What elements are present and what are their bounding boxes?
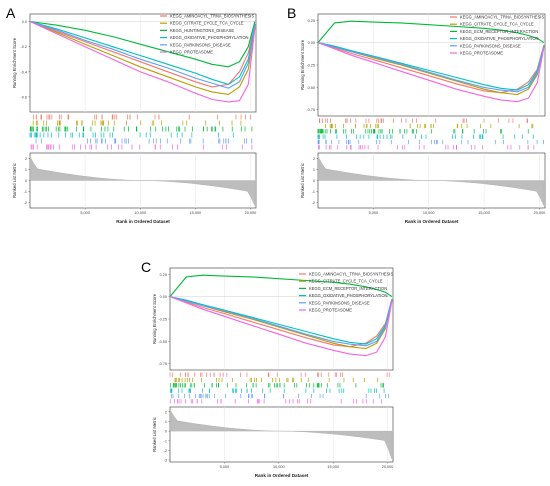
es-curve-1 [29, 20, 256, 88]
es-ylabel: Running Enrichment Score [12, 37, 17, 88]
es-curve-1 [169, 296, 393, 348]
es-ytick-label: 0.00 [160, 295, 167, 299]
panel-letter: A [6, 5, 16, 21]
xlabel: Rank in Ordered Dataset [405, 219, 459, 224]
es-curve-6 [29, 20, 256, 103]
xtick-label: 10,000 [273, 465, 285, 469]
es-ytick-label: -0.75 [158, 362, 167, 366]
metric-ytick-label: -3 [164, 459, 167, 463]
metric-ylabel: Ranked List Metric [12, 163, 17, 198]
metric-plot-frame [169, 406, 394, 463]
legend-entry: KEGG_PROTEASOME [460, 51, 503, 56]
metric-ytick-label: 1 [165, 420, 167, 424]
es-curve-3 [169, 274, 393, 298]
ranked-metric-area [29, 156, 256, 206]
es-ytick-label: 0.25 [308, 19, 315, 23]
metric-ytick-label: 0 [313, 179, 315, 183]
metric-ylabel: Ranked List Metric [300, 163, 305, 198]
panel-letter: B [287, 5, 296, 21]
es-ytick-label: 0.00 [308, 41, 315, 45]
metric-ytick-label: 0 [25, 179, 27, 183]
legend-entry: KEGG_PARKINSONS_DISEASE [309, 300, 370, 305]
es-ytick-label: -0.75 [306, 108, 315, 112]
metric-ytick-label: -2 [312, 201, 315, 205]
xtick-label: 10,000 [423, 211, 435, 215]
metric-ytick-label: 1 [25, 168, 27, 172]
metric-ytick-label: -2 [164, 449, 167, 453]
es-ylabel: Running Enrichment Score [152, 293, 157, 344]
xtick-label: 20,000 [245, 211, 257, 215]
panel-letter: C [141, 259, 151, 275]
metric-ytick-label: -2 [24, 201, 27, 205]
es-curve-4 [169, 296, 393, 345]
xlabel: Rank in Ordered Dataset [255, 473, 309, 478]
es-curve-3 [317, 20, 545, 44]
xtick-label: 5,000 [80, 211, 90, 215]
legend-entry: KEGG_AMINOACYL_TRNA_BIOSYNTHESIS [170, 14, 254, 19]
metric-ytick-label: 2 [165, 410, 167, 414]
es-ylabel: Running Enrichment Score [300, 39, 305, 90]
xtick-label: 20,000 [382, 465, 394, 469]
es-curve-6 [317, 42, 545, 103]
xlabel: Rank in Ordered Dataset [116, 219, 170, 224]
es-ytick-label: -0.2 [20, 45, 27, 49]
es-ytick-label: -0.25 [306, 64, 315, 68]
panel-c: C 0.25 0.00 -0.25 -0.50 -0.75 Running Enrichme… [141, 259, 393, 478]
xtick-label: 20,000 [534, 211, 546, 215]
ranked-metric-area [317, 156, 545, 206]
legend-entry: KEGG_CITRATE_CYCLE_TCA_CYCLE [309, 279, 383, 284]
es-plot-frame [29, 13, 257, 113]
ranked-metric-area [169, 409, 393, 460]
legend-entry: KEGG_PARKINSONS_DISEASE [460, 43, 521, 48]
legend-entry: KEGG_ECM_RECEPTOR_INTERACTION [309, 286, 387, 291]
legend-entry: KEGG_PROTEASOME [170, 50, 213, 55]
xtick-label: 15,000 [478, 211, 490, 215]
es-curve-5 [317, 42, 545, 93]
xtick-label: 5,000 [369, 211, 379, 215]
xtick-label: 10,000 [134, 211, 146, 215]
legend-entry: KEGG_OXIDATIVE_PHOSPHORYLATION [309, 293, 388, 298]
legend-entry: KEGG_PROTEASOME [309, 308, 352, 313]
metric-ytick-label: 2 [313, 157, 315, 161]
es-ytick-label: -0.6 [20, 95, 27, 99]
metric-ytick-label: 1 [313, 168, 315, 172]
legend-entry: KEGG_OXIDATIVE_PHOSPHORYLATION [170, 35, 249, 40]
es-ytick-label: -0.50 [306, 86, 315, 90]
metric-ytick-label: -1 [24, 190, 27, 194]
es-curve-4 [29, 20, 256, 86]
metric-ytick-label: 2 [25, 157, 27, 161]
legend-entry: KEGG_AMINOACYL_TRNA_BIOSYNTHESIS [309, 272, 393, 277]
legend-entry: KEGG_CITRATE_CYCLE_TCA_CYCLE [460, 22, 534, 27]
legend-entry: KEGG_CITRATE_CYCLE_TCA_CYCLE [170, 21, 244, 26]
es-ytick-label: -0.50 [158, 340, 167, 344]
legend-entry: KEGG_PARKINSONS_DISEASE [170, 42, 231, 47]
legend-entry: KEGG_HUNTINGTONS_DISEASE [170, 28, 234, 33]
es-ytick-label: 0.0 [22, 20, 27, 24]
es-ytick-label: -0.4 [20, 70, 27, 74]
legend-entry: KEGG_OXIDATIVE_PHOSPHORYLATION [460, 36, 539, 41]
es-curve-3 [29, 20, 256, 68]
es-curve-5 [29, 20, 256, 89]
es-curve-1 [317, 42, 545, 94]
es-curve-2 [29, 20, 256, 95]
es-ytick-label: 0.25 [160, 273, 167, 277]
es-ytick-label: -0.25 [158, 318, 167, 322]
metric-ylabel: Ranked List Metric [152, 417, 157, 452]
metric-ytick-label: -1 [164, 439, 167, 443]
es-curve-6 [169, 296, 393, 357]
xtick-label: 5,000 [220, 465, 230, 469]
metric-ytick-label: 0 [165, 430, 167, 434]
legend-entry: KEGG_AMINOACYL_TRNA_BIOSYNTHESIS [460, 15, 544, 20]
xtick-label: 15,000 [327, 465, 339, 469]
legend-entry: KEGG_ECM_RECEPTOR_INTERACTION [460, 29, 538, 34]
es-curve-4 [317, 42, 545, 91]
xtick-label: 15,000 [190, 211, 202, 215]
panel-a: A 0.0 -0.2 -0.4 -0.6 Running Enrichment Score… [6, 5, 256, 224]
es-curve-5 [169, 296, 393, 347]
metric-ytick-label: -1 [312, 190, 315, 194]
panel-b: B 0.25 0.00 -0.25 -0.50 -0.75 Running Enrichme… [287, 5, 546, 224]
